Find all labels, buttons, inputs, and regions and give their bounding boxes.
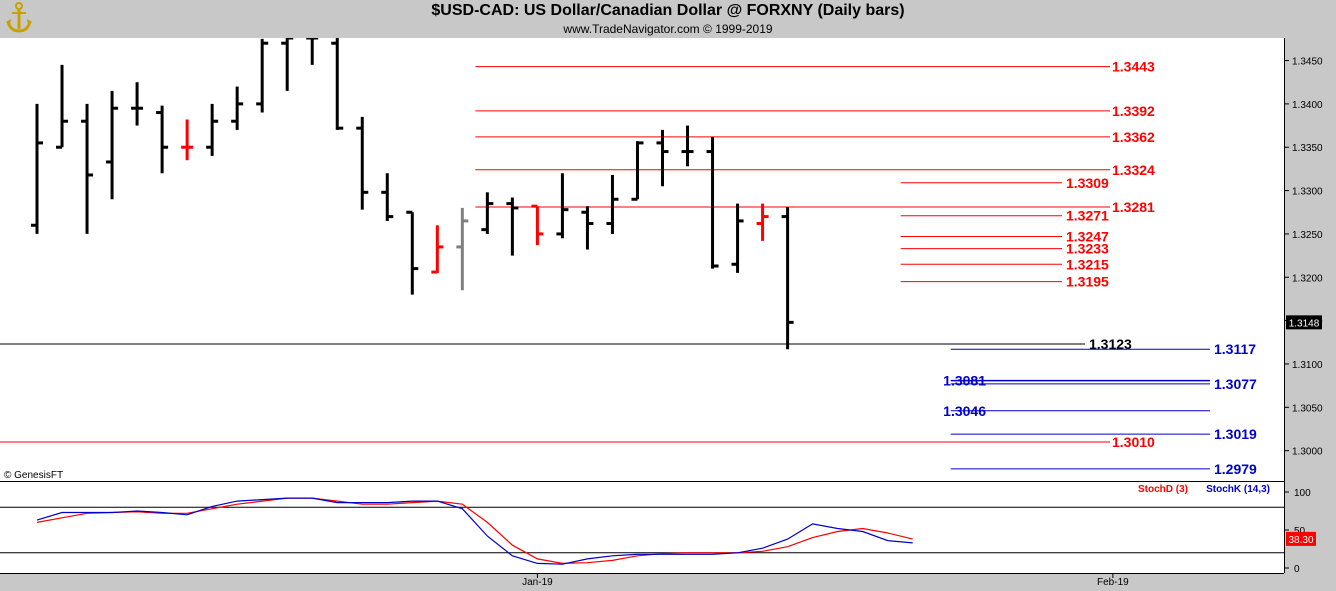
price-tick-label: 1.3200 <box>1292 273 1323 284</box>
ohlc-bar <box>306 38 319 65</box>
ohlc-bar <box>481 192 494 234</box>
stoch-series-line <box>36 497 913 565</box>
ohlc-bar <box>106 90 119 200</box>
level-label: 1.3117 <box>1214 341 1256 357</box>
level-label: 1.3077 <box>1214 376 1257 392</box>
date-tick-label: Jan-19 <box>522 577 553 588</box>
stoch-tick-label: 50 <box>1294 526 1306 537</box>
ohlc-bar <box>406 210 419 295</box>
stoch-series-line <box>36 497 913 565</box>
stoch-legend-d: StochD (3) <box>1138 484 1188 495</box>
ohlc-bar <box>131 82 144 126</box>
level-label: 1.3123 <box>1089 336 1132 352</box>
stoch-tick-label: 100 <box>1294 488 1311 499</box>
ohlc-bar <box>656 129 669 187</box>
ohlc-bar <box>381 173 394 221</box>
date-axis: Jan-19 Feb-19 <box>522 573 1129 588</box>
level-label: 1.3215 <box>1066 256 1109 272</box>
ohlc-bar <box>356 116 369 210</box>
stoch-tick-label: 0 <box>1294 564 1300 575</box>
level-label: 1.3281 <box>1112 199 1155 215</box>
ohlc-bar <box>81 103 94 234</box>
copyright-label: © GenesisFT <box>4 470 63 481</box>
ohlc-bar <box>606 174 619 234</box>
ohlc-bar <box>256 38 269 113</box>
stochastic-layer: 100 50 0 StochD (3) StochK (14,3) 38.30 <box>0 484 1316 575</box>
price-tick-label: 1.3000 <box>1292 447 1323 458</box>
ohlc-bar <box>631 141 644 201</box>
ohlc-bar <box>231 86 244 130</box>
price-tick-label: 1.3100 <box>1292 360 1323 371</box>
chart-title: $USD-CAD: US Dollar/Canadian Dollar @ FO… <box>431 2 905 19</box>
ohlc-bar <box>556 173 569 239</box>
ohlc-bar <box>456 207 469 291</box>
level-label: 1.3195 <box>1066 274 1109 290</box>
stoch-panel-background <box>0 482 1284 573</box>
last-price-box <box>1286 315 1322 330</box>
title-bar: $USD-CAD: US Dollar/Canadian Dollar @ FO… <box>0 0 1336 22</box>
ohlc-bar <box>531 204 544 246</box>
date-tick-label: Feb-19 <box>1097 577 1129 588</box>
level-label: 1.3324 <box>1112 162 1155 178</box>
level-label: 1.3309 <box>1066 175 1109 191</box>
stoch-last-box <box>1286 531 1316 546</box>
level-label: 1.2979 <box>1214 461 1257 477</box>
stoch-last-label: 38.30 <box>1288 535 1313 546</box>
stoch-legend-k: StochK (14,3) <box>1206 484 1270 495</box>
price-tick-label: 1.3050 <box>1292 403 1323 414</box>
price-bars-layer <box>31 38 794 350</box>
ohlc-bar <box>206 103 219 156</box>
level-label: 1.3362 <box>1112 129 1155 145</box>
level-label: 1.3443 <box>1112 59 1155 75</box>
level-label: 1.3019 <box>1214 426 1257 442</box>
last-price-label: 1.3148 <box>1289 318 1320 329</box>
ohlc-bar <box>181 119 194 161</box>
price-panel-background <box>0 38 1284 481</box>
ohlc-bar <box>706 136 719 269</box>
ohlc-bar <box>156 105 169 174</box>
level-label: 1.3046 <box>943 403 986 419</box>
level-label: 1.3233 <box>1066 241 1109 257</box>
ohlc-bar <box>756 203 769 241</box>
ohlc-bar <box>281 38 294 91</box>
price-tick-label: 1.3450 <box>1292 57 1323 68</box>
ohlc-bar <box>431 225 444 274</box>
ohlc-bar <box>781 207 794 350</box>
ohlc-bar <box>731 203 744 273</box>
price-tick-label: 1.3300 <box>1292 187 1323 198</box>
level-label: 1.3271 <box>1066 208 1109 224</box>
ohlc-bar <box>56 64 69 149</box>
ohlc-bar <box>506 197 519 256</box>
level-label: 1.3010 <box>1112 434 1155 450</box>
price-tick-label: 1.3350 <box>1292 143 1323 154</box>
ohlc-bar <box>31 103 43 234</box>
price-tick-label: 1.3400 <box>1292 100 1323 111</box>
price-axis: 1.3450 1.3400 1.3350 1.3300 1.3250 1.3200 1.31… <box>1284 57 1323 458</box>
level-label: 1.3247 <box>1066 229 1109 245</box>
ohlc-bar <box>581 206 594 250</box>
anchor-logo-icon <box>6 2 32 33</box>
price-tick-label: 1.3250 <box>1292 230 1323 241</box>
ohlc-bar <box>331 38 344 130</box>
ohlc-bar <box>681 125 694 167</box>
level-label: 1.3392 <box>1112 103 1155 119</box>
watermark: www.TradeNavigator.com © 1999-2019 <box>562 22 772 36</box>
price-levels-layer: 1.34431.33921.33621.33241.33091.32811.32… <box>0 59 1257 477</box>
